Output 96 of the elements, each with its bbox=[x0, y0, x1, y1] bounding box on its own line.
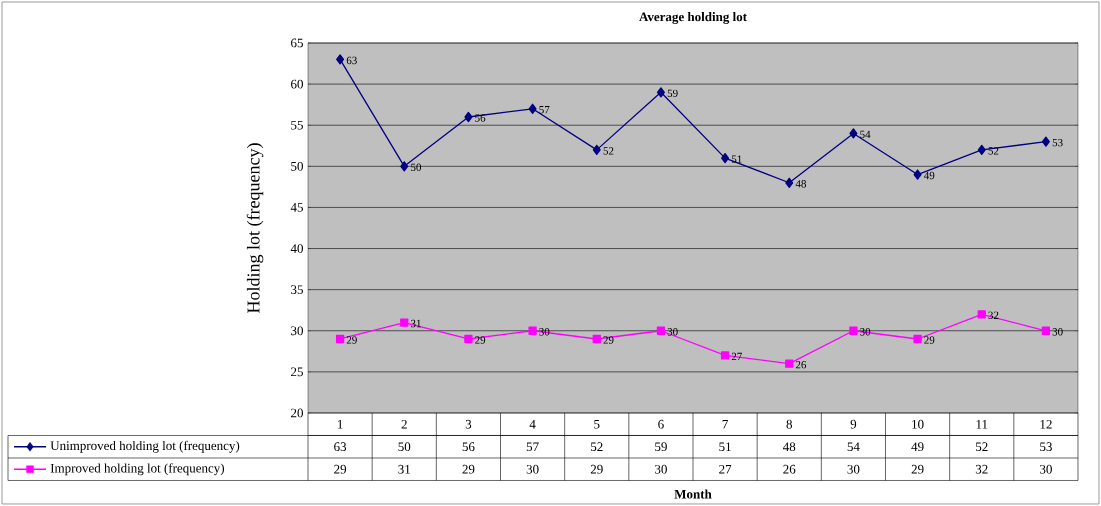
point bbox=[335, 334, 345, 344]
point bbox=[528, 326, 537, 335]
data-label: 30 bbox=[655, 464, 667, 474]
point bbox=[592, 334, 601, 344]
data-label: 29 bbox=[590, 464, 603, 474]
text: 48 bbox=[795, 180, 807, 188]
x-tick-label: 7 bbox=[722, 419, 728, 429]
data-label: 56 bbox=[462, 442, 475, 452]
y-tick-label: 65 bbox=[291, 38, 303, 48]
data-label: 29 bbox=[462, 464, 475, 474]
text: 59 bbox=[667, 89, 678, 98]
point bbox=[1041, 136, 1050, 147]
y-tick-label: 45 bbox=[290, 203, 303, 212]
text: 49 bbox=[924, 171, 935, 180]
data-label: 52 bbox=[591, 442, 603, 452]
y-tick-label: 35 bbox=[291, 285, 303, 295]
y-axis-title: Holding lot (frequency) bbox=[246, 143, 264, 313]
text: 53 bbox=[1052, 138, 1063, 147]
point bbox=[592, 144, 601, 156]
y-tick-label: 55 bbox=[291, 120, 303, 130]
data-label: 53 bbox=[1040, 442, 1052, 452]
data-label: 27 bbox=[719, 464, 732, 474]
point bbox=[849, 326, 858, 335]
point bbox=[785, 177, 794, 188]
x-tick-label: 2 bbox=[401, 419, 407, 429]
x-tick-label: 1 bbox=[337, 419, 343, 429]
text: 52 bbox=[988, 147, 999, 155]
data-label: 59 bbox=[655, 442, 667, 452]
data-label: 26 bbox=[783, 464, 796, 474]
text: 30 bbox=[667, 328, 678, 336]
x-axis-title: Month bbox=[674, 489, 712, 499]
x-tick-label: 11 bbox=[976, 419, 988, 429]
data-label: 57 bbox=[526, 442, 539, 452]
text: 30 bbox=[860, 328, 871, 336]
text: 29 bbox=[603, 336, 614, 344]
text: 50 bbox=[411, 163, 422, 172]
data-label: 49 bbox=[911, 442, 924, 452]
data-label: 30 bbox=[526, 464, 539, 474]
point bbox=[528, 103, 537, 114]
point bbox=[849, 128, 858, 139]
legend-label: Improved holding lot (frequency) bbox=[50, 463, 225, 476]
point bbox=[464, 334, 473, 344]
data-label: 31 bbox=[398, 464, 410, 474]
y-tick-label: 20 bbox=[291, 408, 303, 418]
point bbox=[400, 318, 409, 327]
data-label: 63 bbox=[334, 442, 347, 452]
data-label: 32 bbox=[975, 464, 988, 474]
point bbox=[656, 87, 665, 98]
x-tick-label: 3 bbox=[465, 419, 472, 429]
x-tick-label: 5 bbox=[594, 419, 600, 429]
point bbox=[1041, 326, 1051, 335]
text: 54 bbox=[860, 130, 871, 139]
point bbox=[977, 144, 986, 156]
point bbox=[400, 161, 409, 172]
text: 57 bbox=[539, 106, 550, 114]
x-tick-label: 9 bbox=[850, 419, 857, 429]
point bbox=[721, 152, 730, 164]
x-tick-label: 8 bbox=[786, 419, 793, 429]
legend-label: Unimproved holding lot (frequency) bbox=[50, 440, 240, 453]
data-label: 29 bbox=[334, 464, 347, 474]
text: 29 bbox=[346, 336, 357, 344]
point bbox=[913, 334, 922, 344]
text: 51 bbox=[731, 155, 742, 163]
x-tick-label: 12 bbox=[1040, 419, 1052, 429]
point bbox=[913, 169, 922, 180]
data-label: 29 bbox=[911, 464, 924, 474]
y-tick-label: 25 bbox=[291, 367, 303, 377]
text: 52 bbox=[603, 147, 614, 155]
point bbox=[977, 310, 986, 319]
data-label: 30 bbox=[1040, 464, 1052, 474]
x-tick-label: 4 bbox=[529, 419, 536, 429]
data-label: 51 bbox=[719, 442, 731, 452]
point bbox=[336, 54, 345, 65]
text: 30 bbox=[539, 328, 550, 336]
data-label: 48 bbox=[783, 442, 796, 452]
point bbox=[785, 359, 794, 368]
point bbox=[656, 326, 666, 335]
chart-title: Average holding lot bbox=[639, 12, 747, 24]
text: 26 bbox=[795, 360, 807, 369]
y-tick-label: 50 bbox=[291, 161, 303, 171]
y-tick-label: 40 bbox=[290, 244, 303, 253]
text: 56 bbox=[475, 114, 486, 122]
point bbox=[720, 351, 730, 360]
x-tick-label: 10 bbox=[912, 419, 924, 429]
y-tick-label: 30 bbox=[291, 326, 303, 336]
data-label: 54 bbox=[847, 442, 860, 452]
data-label: 50 bbox=[398, 442, 411, 452]
point bbox=[464, 111, 473, 123]
text: 63 bbox=[346, 56, 357, 65]
text: 29 bbox=[475, 336, 486, 344]
data-label: 30 bbox=[847, 464, 860, 474]
x-tick-label: 6 bbox=[658, 419, 664, 429]
data-label: 52 bbox=[976, 442, 988, 452]
text: 30 bbox=[1052, 328, 1063, 336]
y-tick-label: 60 bbox=[291, 79, 303, 89]
text: 29 bbox=[924, 336, 935, 344]
